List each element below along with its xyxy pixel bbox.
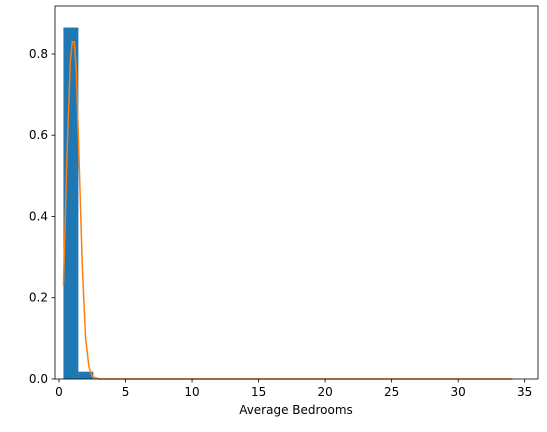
- y-tick-label: 0.2: [29, 291, 48, 305]
- axes-frame: [54, 5, 539, 380]
- x-tick-label: 10: [184, 385, 199, 399]
- x-tick-label: 35: [517, 385, 532, 399]
- x-axis-label: Average Bedrooms: [239, 403, 353, 417]
- density-line: [62, 41, 513, 380]
- x-tick-label: 30: [451, 385, 466, 399]
- x-tick-label: 15: [251, 385, 266, 399]
- bar: [63, 27, 79, 380]
- bar: [78, 371, 94, 379]
- y-tick-label: 0.4: [29, 209, 48, 223]
- y-tick-label: 0.6: [29, 128, 48, 142]
- x-tick-label: 25: [384, 385, 399, 399]
- y-tick-label: 0.0: [29, 372, 48, 386]
- x-tick-label: 5: [122, 385, 130, 399]
- y-tick-label: 0.8: [29, 47, 48, 61]
- x-tick-label: 20: [317, 385, 332, 399]
- x-tick-label: 0: [55, 385, 63, 399]
